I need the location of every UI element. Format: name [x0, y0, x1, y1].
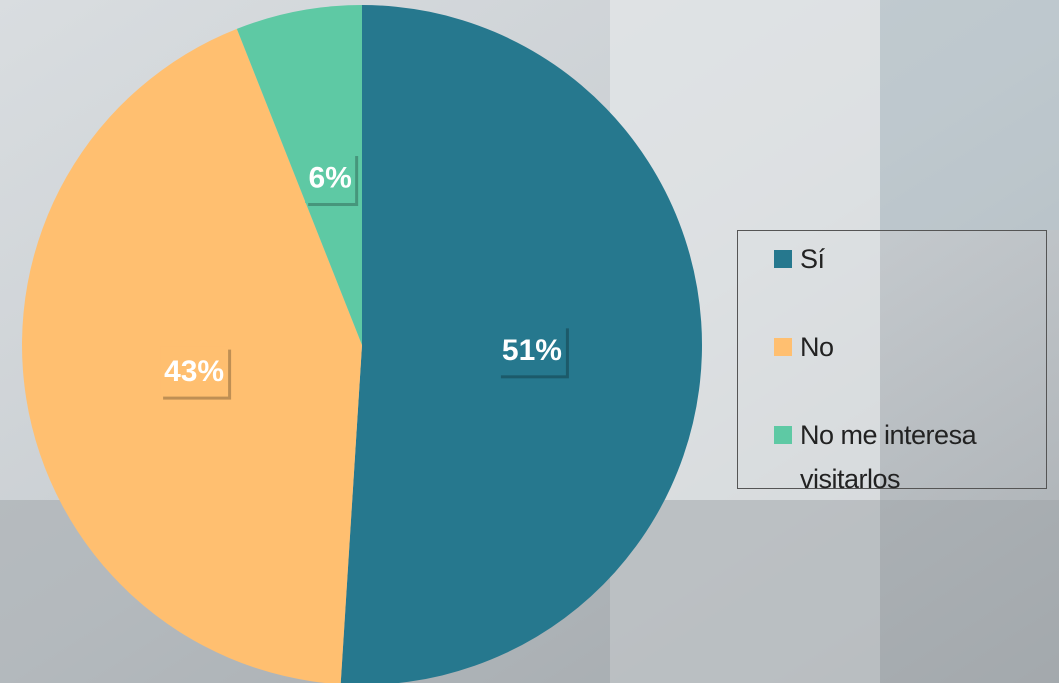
- legend-swatch: [774, 426, 792, 444]
- legend-item: No me interesa visitarlos: [774, 413, 1004, 501]
- legend-item: Sí: [774, 237, 1004, 281]
- legend-label: No me interesa visitarlos: [800, 420, 977, 494]
- pie-slice: [236, 5, 362, 345]
- data-label-box: [160, 346, 229, 397]
- legend-label: No: [800, 332, 834, 362]
- legend-swatch: [774, 250, 792, 268]
- data-label: 6%: [308, 162, 351, 195]
- data-label-box: [497, 325, 566, 376]
- data-label: 51%: [502, 334, 562, 367]
- legend-item: No: [774, 325, 1004, 369]
- legend-swatch: [774, 338, 792, 356]
- data-label: 43%: [164, 355, 224, 388]
- data-label-box: [305, 153, 356, 204]
- legend-label: Sí: [800, 244, 825, 274]
- legend: Sí No No me interesa visitarlos: [737, 230, 1047, 494]
